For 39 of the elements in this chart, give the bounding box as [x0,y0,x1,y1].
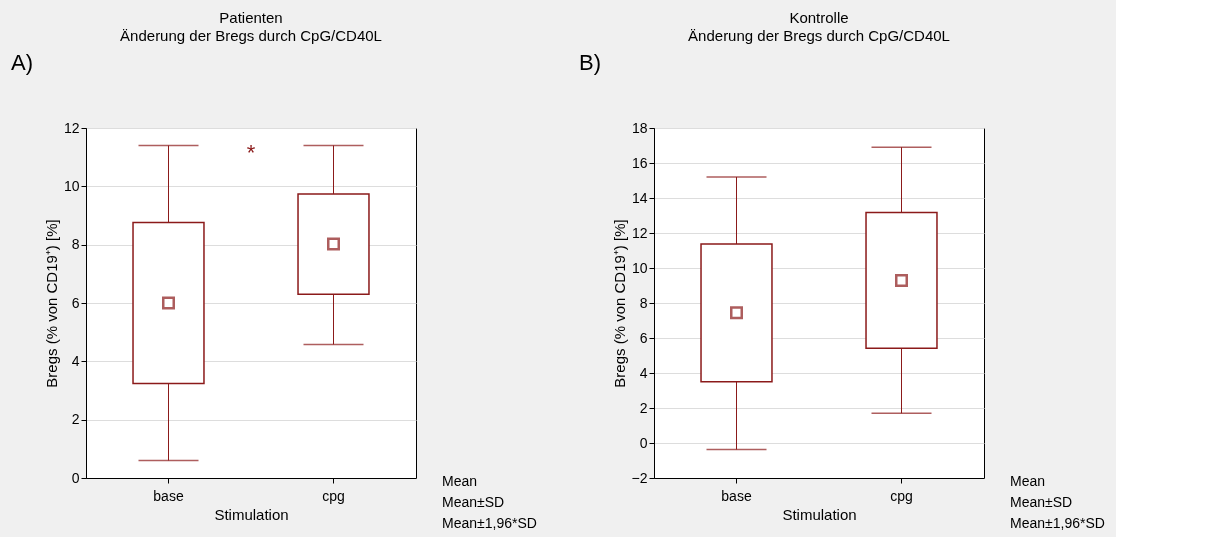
y-axis-title: Bregs (% von CD19⁺) [%] [610,219,628,388]
y-tick-label: 12 [63,119,80,136]
text: Mean [442,473,478,489]
x-tick-label: base [153,487,184,504]
annotation: * [246,140,256,165]
y-tick-label: 2 [639,399,648,416]
y-tick-label: 16 [631,154,648,171]
text: B) [579,50,601,75]
chart-title: Kontrolle [789,9,849,26]
y-tick-label: 10 [63,177,80,194]
text: Mean±1,96*SD [442,515,537,531]
y-tick-label: 12 [631,224,648,241]
text: Mean±SD [442,494,505,510]
x-axis-title: Stimulation [782,505,857,523]
y-tick-label: 14 [631,189,648,206]
x-tick-label: base [721,487,752,504]
y-tick-label: 4 [71,352,80,369]
y-tick-label: −2 [631,469,648,486]
y-tick-label: 10 [631,259,648,276]
text: Mean±1,96*SD [1010,515,1105,531]
text: A) [11,50,33,75]
x-tick-label: cpg [322,487,345,504]
y-tick-label: 6 [639,329,648,346]
y-axis-title: Bregs (% von CD19⁺) [%] [42,219,60,388]
y-tick-label: 18 [631,119,648,136]
x-tick-label: cpg [890,487,913,504]
chart-subtitle: Änderung der Bregs durch CpG/CD40L [120,27,382,44]
text: Mean±SD [1010,494,1073,510]
x-axis-title: Stimulation [214,505,289,523]
y-tick-label: 2 [71,411,80,428]
y-tick-label: 8 [639,294,648,311]
y-tick-label: 8 [71,236,80,253]
chart-subtitle: Änderung der Bregs durch CpG/CD40L [688,27,950,44]
y-tick-label: 0 [71,469,80,486]
y-tick-label: 6 [71,294,80,311]
y-tick-label: 0 [639,434,648,451]
y-tick-label: 4 [639,364,648,381]
text: Mean [1010,473,1046,489]
chart-title: Patienten [219,9,283,26]
